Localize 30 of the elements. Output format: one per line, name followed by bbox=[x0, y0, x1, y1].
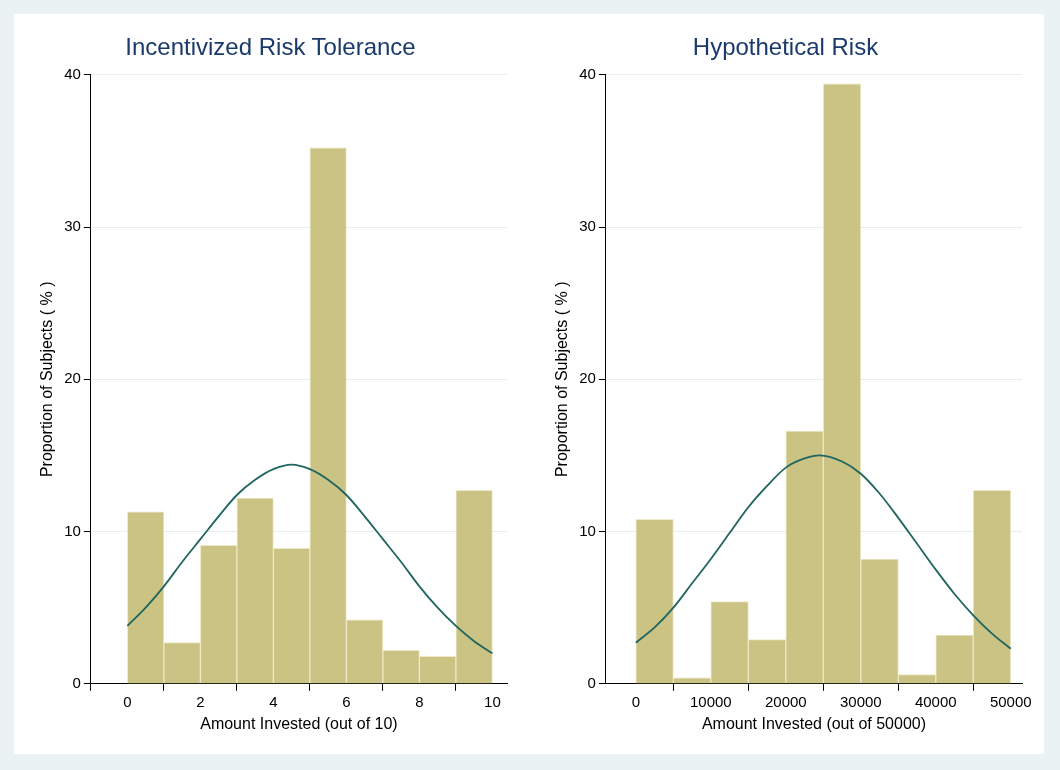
x-tick-label: 0 bbox=[631, 692, 641, 710]
x-tick-label: 4 bbox=[269, 692, 278, 710]
line-series bbox=[126, 463, 494, 655]
x-tick-label: 30000 bbox=[839, 692, 882, 710]
x-tick-label: 8 bbox=[415, 692, 424, 710]
x-tick-label: 10 bbox=[484, 692, 501, 710]
chart-title: Hypothetical Risk bbox=[692, 33, 880, 61]
line-series bbox=[634, 454, 1012, 650]
y-tick-label: 40 bbox=[64, 64, 81, 82]
x-tick-label: 20000 bbox=[764, 692, 807, 710]
x-tick-label: 2 bbox=[196, 692, 205, 710]
x-tick-label: 40000 bbox=[914, 692, 957, 710]
x-axis-title: Amount Invested (out of 10) bbox=[200, 714, 398, 732]
x-tick-label: 0 bbox=[123, 692, 132, 710]
y-tick-label: 0 bbox=[587, 673, 596, 691]
y-axis-title: Proportion of Subjects ( % ) bbox=[38, 281, 56, 478]
x-tick-label: 6 bbox=[342, 692, 351, 710]
y-tick-label: 20 bbox=[579, 369, 596, 387]
x-axis-title: Amount Invested (out of 50000) bbox=[701, 714, 927, 732]
x-tick-label: 50000 bbox=[989, 692, 1032, 710]
y-tick-label: 10 bbox=[579, 521, 596, 539]
y-tick-label: 0 bbox=[72, 673, 81, 691]
y-axis-title: Proportion of Subjects ( % ) bbox=[553, 281, 571, 478]
x-tick-label: 10000 bbox=[689, 692, 732, 710]
chart-title: Incentivized Risk Tolerance bbox=[125, 33, 416, 61]
y-tick-label: 30 bbox=[64, 217, 81, 235]
y-tick-label: 20 bbox=[64, 369, 81, 387]
y-tick-label: 10 bbox=[64, 521, 81, 539]
y-tick-label: 40 bbox=[579, 64, 596, 82]
y-tick-label: 30 bbox=[579, 217, 596, 235]
